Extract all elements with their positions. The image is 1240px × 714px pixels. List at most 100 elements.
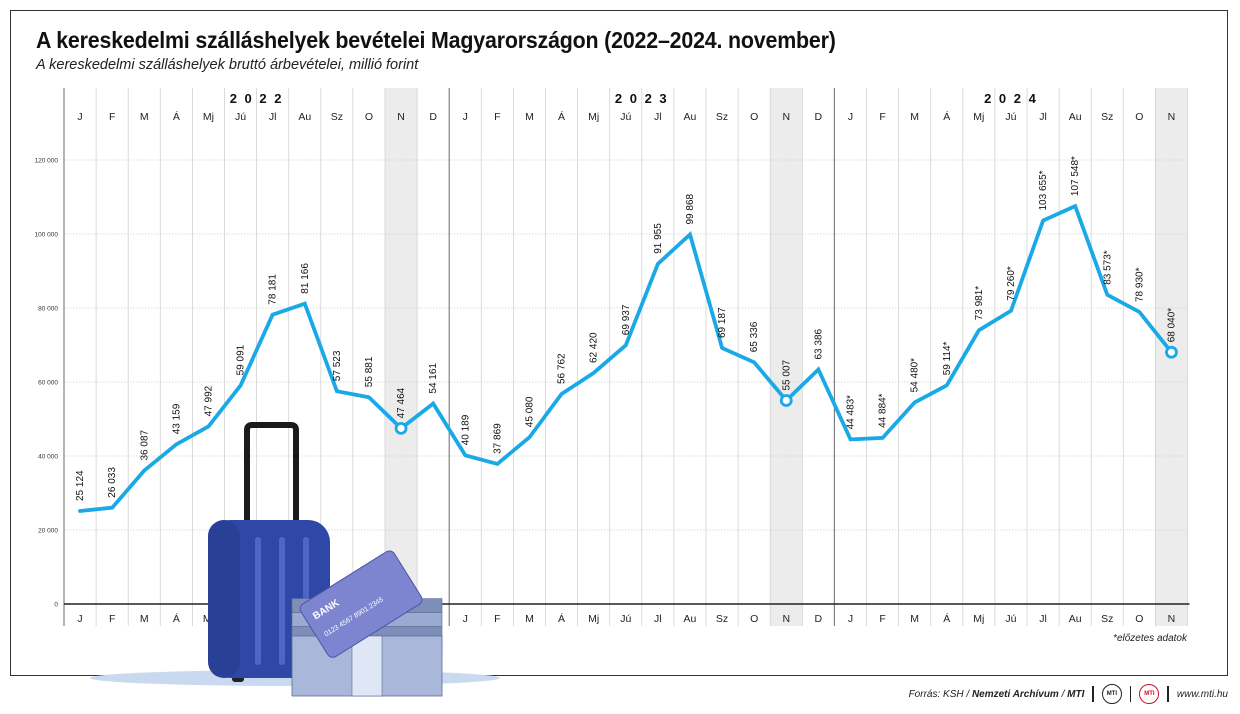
value-label: 63 386 [813, 328, 824, 359]
month-label-top: Jl [269, 111, 277, 123]
month-label-bottom: Mj [973, 613, 984, 625]
value-label: 59 091 [236, 344, 247, 375]
highlight-point [394, 421, 408, 435]
month-label-top: Jl [654, 111, 662, 123]
highlight-band [770, 88, 803, 626]
source-prefix: Forrás: KSH / [908, 688, 970, 700]
month-label-top: Jú [1005, 111, 1016, 123]
month-label-bottom: Á [558, 612, 565, 625]
month-label-bottom: Sz [1101, 613, 1113, 625]
month-label-top: O [365, 111, 373, 123]
month-label-bottom: N [782, 613, 790, 625]
money-band-icon [351, 635, 383, 697]
month-label-bottom: F [494, 613, 500, 625]
value-label: 103 655* [1038, 170, 1049, 210]
chart-title: A kereskedelmi szálláshelyek bevételei M… [36, 27, 836, 53]
mti-red-logo-icon: MTI [1139, 684, 1160, 704]
month-label-bottom: J [463, 613, 468, 625]
month-label-top: F [879, 111, 885, 123]
y-tick-label: 20 000 [38, 528, 58, 535]
month-label-top: Mj [203, 111, 214, 123]
month-label-bottom: N [1168, 613, 1176, 625]
value-label: 69 937 [621, 304, 632, 335]
value-label: 65 336 [749, 321, 760, 352]
highlight-point [1165, 345, 1178, 359]
footer-divider [1092, 686, 1094, 702]
value-label: 54 161 [428, 363, 439, 394]
month-label-top: Sz [331, 111, 343, 123]
month-label-bottom: Sz [716, 613, 728, 625]
value-label: 69 187 [717, 307, 728, 338]
bank-card-body [299, 550, 423, 658]
value-label: 57 523 [332, 350, 343, 381]
y-tick-label: 100 000 [35, 232, 59, 239]
month-label-bottom: Au [1069, 613, 1082, 625]
month-label-bottom: O [1135, 613, 1143, 625]
value-label: 107 548* [1070, 156, 1081, 196]
value-label: 62 420 [589, 332, 600, 363]
month-label-top: Mj [973, 111, 984, 123]
value-label: 99 868 [685, 193, 696, 224]
footer-divider [1129, 686, 1132, 702]
month-label-top: N [782, 111, 790, 123]
highlight-point [779, 394, 793, 407]
month-label-bottom: Jl [1039, 613, 1047, 625]
month-label-top: D [815, 111, 823, 123]
month-label-bottom: Mj [588, 613, 599, 625]
value-label: 44 884* [878, 393, 889, 428]
value-label: 81 166 [300, 263, 311, 294]
month-label-bottom: Á [173, 612, 180, 625]
month-label-bottom: M [140, 613, 149, 625]
value-label: 55 007 [781, 359, 792, 390]
month-label-top: Au [1069, 111, 1082, 123]
value-label: 54 480* [910, 358, 921, 393]
value-label: 78 181 [268, 274, 279, 305]
month-label-top: O [1135, 111, 1143, 123]
month-label-bottom: Au [684, 613, 697, 625]
month-label-top: J [848, 111, 853, 123]
month-label-top: J [77, 111, 82, 123]
y-tick-label: 80 000 [38, 306, 58, 313]
month-label-bottom: F [109, 613, 115, 625]
y-tick-label: 120 000 [35, 158, 59, 165]
footer: Forrás: KSH / Nemzeti Archívum / MTI MTI… [909, 684, 1228, 704]
month-label-top: F [109, 111, 115, 123]
month-label-top: Jl [1039, 111, 1047, 123]
value-label: 79 260* [1006, 266, 1017, 301]
value-label: 47 464 [396, 387, 407, 418]
month-label-bottom: M [910, 613, 919, 625]
value-label: 47 992 [204, 385, 215, 416]
mti-logo-icon: MTI [1101, 684, 1122, 704]
value-label: 55 881 [364, 356, 375, 387]
value-label: 68 040* [1167, 308, 1178, 343]
value-label: 26 033 [107, 467, 118, 498]
source-text: Forrás: KSH / Nemzeti Archívum / MTI [909, 689, 1085, 700]
value-label: 44 483* [846, 395, 857, 430]
month-label-top: N [1168, 111, 1176, 123]
month-label-top: Au [298, 111, 311, 123]
value-label: 73 981* [974, 286, 985, 321]
value-label: 78 930* [1134, 267, 1145, 302]
website-url: www.mti.hu [1176, 688, 1228, 700]
value-label: 40 189 [460, 414, 471, 445]
month-label-top: M [910, 111, 919, 123]
value-label: 25 124 [75, 470, 86, 501]
month-label-bottom: M [525, 613, 534, 625]
month-label-bottom: F [879, 613, 885, 625]
month-label-bottom: D [815, 613, 823, 625]
value-label: 83 573* [1102, 250, 1113, 285]
footer-divider [1167, 686, 1169, 702]
month-label-bottom: J [848, 613, 853, 625]
month-label-bottom: Á [943, 612, 950, 625]
suitcase-shade [208, 520, 240, 678]
month-label-top: Au [684, 111, 697, 123]
month-label-top: J [463, 111, 468, 123]
year-label: 2 0 2 4 [984, 91, 1038, 106]
month-label-top: O [750, 111, 758, 123]
month-label-top: Á [173, 110, 180, 123]
value-label: 37 869 [492, 423, 503, 454]
y-tick-label: 60 000 [38, 380, 58, 387]
suitcase-handle-icon [244, 422, 299, 520]
